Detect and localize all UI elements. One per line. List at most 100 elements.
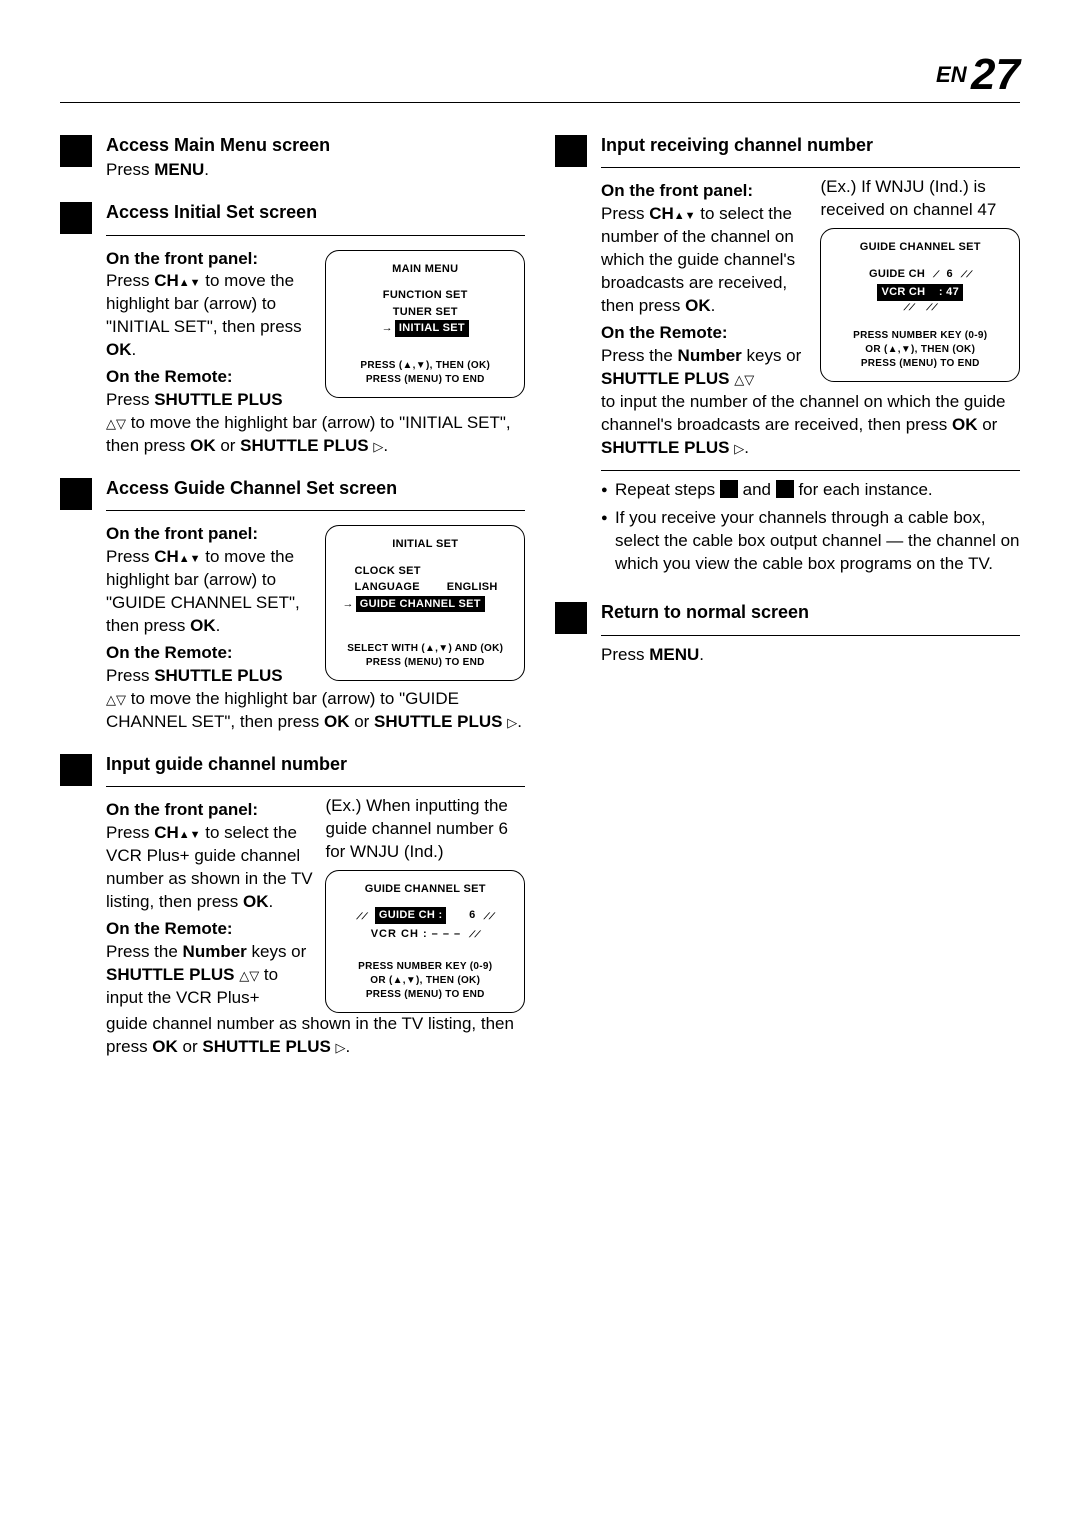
screen-item: TUNER SET — [334, 304, 516, 321]
triangle-down-icon — [190, 547, 201, 566]
bullet-item: If you receive your channels through a c… — [601, 507, 1020, 576]
step-marker — [60, 754, 92, 786]
cont-text: guide channel number as shown in the TV … — [106, 1013, 525, 1059]
remote-text-cont: to move the highlight bar (arrow) to "IN… — [106, 412, 525, 458]
triangle-down-outline-icon — [744, 369, 754, 388]
remote-label: On the Remote: — [106, 366, 315, 389]
step-title: Access Initial Set screen — [106, 200, 525, 224]
triangle-up-outline-icon — [734, 369, 744, 388]
front-label: On the front panel: — [106, 248, 315, 271]
highlighted-item: INITIAL SET — [395, 320, 469, 337]
divider — [106, 510, 525, 511]
two-col: On the front panel: Press CH to move the… — [106, 244, 525, 413]
divider — [601, 635, 1020, 636]
triangle-right-outline-icon — [507, 712, 517, 731]
screen-footer: PRESS NUMBER KEY (0-9) OR (▲,▼), THEN (O… — [334, 960, 516, 1002]
triangle-up-outline-icon — [239, 965, 249, 984]
step-ref-box-icon — [776, 480, 794, 498]
screen-item: CLOCK SET — [334, 563, 516, 580]
cont-text: to input the number of the channel on wh… — [601, 391, 1020, 460]
triangle-up-icon — [179, 547, 190, 566]
example-text: (Ex.) If WNJU (Ind.) is received on chan… — [820, 176, 1020, 222]
triangle-down-icon — [190, 823, 201, 842]
screen-title: MAIN MENU — [334, 261, 516, 278]
remote-label: On the Remote: — [601, 322, 810, 345]
main-menu-screen: MAIN MENU FUNCTION SET TUNER SET →INITIA… — [325, 250, 525, 398]
screen-footer: PRESS NUMBER KEY (0-9) OR (▲,▼), THEN (O… — [829, 329, 1011, 371]
triangle-down-outline-icon — [116, 413, 126, 432]
hatch-icon: ⟋⟋ — [469, 930, 480, 938]
screen-title: GUIDE CHANNEL SET — [334, 881, 516, 898]
remote-label: On the Remote: — [106, 918, 315, 941]
bullet-item: Repeat steps and for each instance. — [601, 479, 1020, 502]
two-col: On the front panel: Press CH to select t… — [601, 176, 1020, 390]
front-text: Press CH to move the highlight bar (arro… — [106, 270, 315, 362]
screen-row: LANGUAGE ENGLISH — [334, 579, 516, 596]
arrow-icon: → — [382, 320, 393, 337]
step-title: Access Guide Channel Set screen — [106, 476, 525, 500]
arrow-icon: → — [342, 596, 353, 613]
highlighted-label: GUIDE CH : — [375, 907, 447, 924]
step-6: Return to normal screen Press MENU. — [555, 600, 1020, 666]
front-text: Press CH to select the VCR Plus+ guide c… — [106, 822, 315, 914]
front-label: On the front panel: — [601, 180, 810, 203]
step-body: Input receiving channel number On the fr… — [601, 133, 1020, 582]
screen-row: VCR CH : – – – ⟋⟋ — [334, 926, 516, 943]
columns: Access Main Menu screen Press MENU. Acce… — [60, 133, 1020, 1077]
screen-highlight-row: →INITIAL SET — [334, 320, 516, 337]
step-text: Press MENU. — [106, 159, 525, 182]
screen-title: GUIDE CHANNEL SET — [829, 239, 1011, 256]
step-body: Return to normal screen Press MENU. — [601, 600, 1020, 666]
page-prefix: EN — [936, 62, 967, 87]
screen-right: INITIAL SET CLOCK SET LANGUAGE ENGLISH →… — [325, 519, 525, 688]
triangle-down-outline-icon — [249, 965, 259, 984]
guide-channel-screen: GUIDE CHANNEL SET ⟋⟋ GUIDE CH : 6 ⟋⟋ VCR… — [325, 870, 525, 1014]
left-column: Access Main Menu screen Press MENU. Acce… — [60, 133, 525, 1077]
text-left: On the front panel: Press CH to move the… — [106, 519, 315, 688]
step-title: Return to normal screen — [601, 600, 1020, 624]
text-left: On the front panel: Press CH to select t… — [106, 795, 315, 1013]
triangle-up-outline-icon — [106, 413, 116, 432]
page-number: 27 — [971, 50, 1020, 99]
screen-footer: PRESS (▲,▼), THEN (OK) PRESS (MENU) TO E… — [334, 359, 516, 387]
remote-text: Press SHUTTLE PLUS — [106, 389, 315, 412]
screen-right: MAIN MENU FUNCTION SET TUNER SET →INITIA… — [325, 244, 525, 413]
screen-item: FUNCTION SET — [334, 287, 516, 304]
guide-channel-screen-2: GUIDE CHANNEL SET GUIDE CH ⟋ 6 ⟋⟋ VCR CH… — [820, 228, 1020, 382]
step-body: Input guide channel number On the front … — [106, 752, 525, 1059]
step-2: Access Initial Set screen On the front p… — [60, 200, 525, 458]
triangle-right-outline-icon — [336, 1037, 346, 1056]
step-marker — [555, 602, 587, 634]
front-label: On the front panel: — [106, 523, 315, 546]
remote-text-cont: to move the highlight bar (arrow) to "GU… — [106, 688, 525, 734]
hatch-icon: ⟋⟋ — [484, 912, 495, 920]
step-1: Access Main Menu screen Press MENU. — [60, 133, 525, 182]
page-header: EN 27 — [60, 50, 1020, 103]
triangle-down-icon — [190, 271, 201, 290]
screen-footer: SELECT WITH (▲,▼) AND (OK) PRESS (MENU) … — [334, 642, 516, 670]
step-marker — [555, 135, 587, 167]
highlighted-label: VCR CH : 47 — [877, 284, 963, 301]
step-title: Input guide channel number — [106, 752, 525, 776]
step-body: Access Guide Channel Set screen On the f… — [106, 476, 525, 734]
triangle-up-outline-icon — [106, 689, 116, 708]
divider — [601, 167, 1020, 168]
bullet-list: Repeat steps and for each instance. If y… — [601, 479, 1020, 577]
front-text: Press CH to move the highlight bar (arro… — [106, 546, 315, 638]
highlighted-item: GUIDE CHANNEL SET — [356, 596, 485, 613]
step-marker — [60, 478, 92, 510]
step-3: Access Guide Channel Set screen On the f… — [60, 476, 525, 734]
front-label: On the front panel: — [106, 799, 315, 822]
screen-right: (Ex.) When inputting the guide channel n… — [325, 795, 525, 1013]
step-marker — [60, 135, 92, 167]
step-body: Access Main Menu screen Press MENU. — [106, 133, 525, 182]
screen-highlight-row: →GUIDE CHANNEL SET — [334, 596, 516, 613]
initial-set-screen: INITIAL SET CLOCK SET LANGUAGE ENGLISH →… — [325, 525, 525, 681]
remote-label: On the Remote: — [106, 642, 315, 665]
screen-row: ⟋⟋ GUIDE CH : 6 ⟋⟋ — [334, 907, 516, 924]
hatch-row: ⟋⟋ ⟋⟋ — [829, 303, 1011, 311]
triangle-right-outline-icon — [373, 436, 383, 455]
text-left: On the front panel: Press CH to move the… — [106, 244, 315, 413]
triangle-up-icon — [179, 823, 190, 842]
example-text: (Ex.) When inputting the guide channel n… — [325, 795, 525, 864]
